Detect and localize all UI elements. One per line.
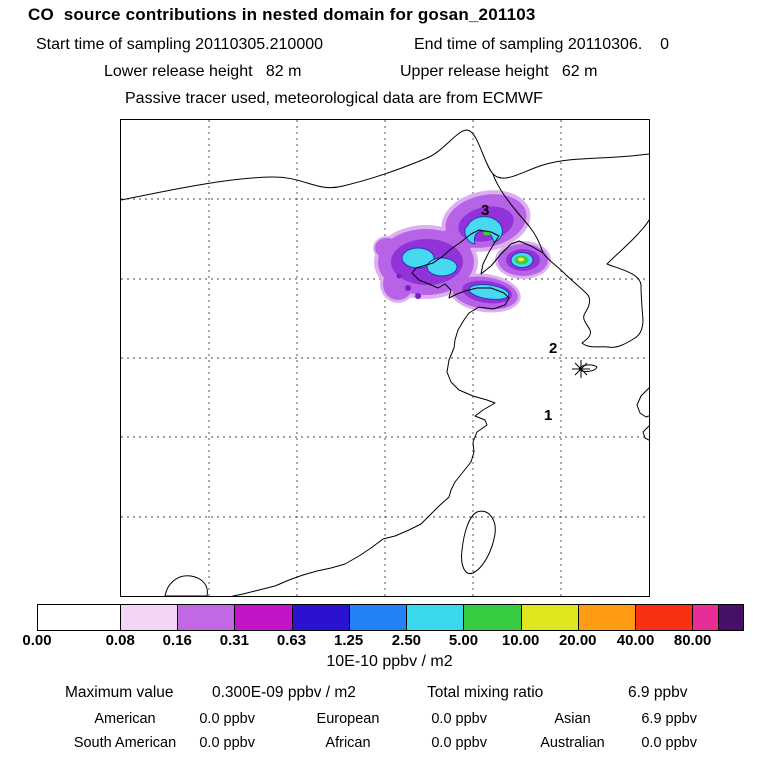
- colorbar-segment: [119, 605, 178, 630]
- region-value-european: 0.0 ppbv: [431, 711, 487, 727]
- colorbar-segment: [577, 605, 636, 630]
- region-value-south-american: 0.0 ppbv: [199, 735, 255, 751]
- maximum-value: 0.300E-09 ppbv / m2: [212, 684, 356, 701]
- total-mixing-ratio-value: 6.9 ppbv: [628, 684, 688, 701]
- region-label-australian: Australian: [540, 735, 605, 751]
- colorbar-segment: [177, 605, 235, 630]
- colorbar-segment: [38, 605, 120, 630]
- colorbar: [37, 604, 744, 631]
- colorbar-tick-label: 2.50: [391, 632, 422, 649]
- colorbar-segment: [692, 605, 718, 630]
- receptor-labels: 3 2 1: [481, 202, 557, 424]
- colorbar-units-label: 10E-10 ppbv / m2: [326, 653, 453, 670]
- colorbar-segment: [635, 605, 693, 630]
- map-gridlines: [121, 120, 649, 596]
- colorbar-tick-label: 0.63: [276, 632, 307, 649]
- maximum-value-label: Maximum value: [65, 684, 174, 701]
- lower-release-height-text: Lower release height 82 m: [104, 63, 302, 80]
- colorbar-tick-label: 0.16: [162, 632, 192, 649]
- plume-cyan: [401, 216, 534, 300]
- region-label-american: American: [94, 711, 156, 727]
- colorbar-tick-label: 40.00: [616, 632, 655, 649]
- region-value-australian: 0.0 ppbv: [641, 735, 697, 751]
- coastlines: [121, 129, 649, 596]
- colorbar-segment: [463, 605, 521, 630]
- sampling-start-text: Start time of sampling 20110305.210000: [36, 36, 324, 53]
- total-mixing-ratio-label: Total mixing ratio: [427, 684, 544, 701]
- colorbar-segment: [717, 605, 743, 630]
- receptor-label-2: 2: [549, 340, 557, 357]
- colorbar-tick-label: 0.08: [105, 632, 135, 649]
- north-border-line: [121, 129, 649, 201]
- colorbar-tick-label: 5.00: [448, 632, 479, 649]
- colorbar-tick-label: 0.00: [22, 632, 52, 649]
- region-value-african: 0.0 ppbv: [431, 735, 487, 751]
- colorbar-tick-label: 0.31: [219, 632, 249, 649]
- taiwan-island: [461, 510, 496, 575]
- china-coastline: [232, 229, 544, 596]
- region-label-asian: Asian: [554, 711, 591, 727]
- region-label-european: European: [316, 711, 380, 727]
- sampling-end-text: End time of sampling 20110306. 0: [414, 36, 669, 53]
- colorbar-segment: [291, 605, 349, 630]
- border-branch-line: [492, 173, 544, 254]
- colorbar-tick-label: 10.00: [501, 632, 540, 649]
- korea-coastline: [542, 219, 649, 348]
- kyushu-fragment-1: [636, 387, 649, 418]
- region-value-american: 0.0 ppbv: [199, 711, 255, 727]
- colorbar-ticks: 0.00 0.08 0.16 0.31 0.63 1.25 2.50 5.00 10.00 20.…: [22, 632, 742, 650]
- station-asterisk-icon: [572, 360, 590, 378]
- tracer-note-text: Passive tracer used, meteorological data…: [125, 90, 543, 107]
- colorbar-tick-label: 80.00: [673, 632, 712, 649]
- region-label-south-american: South American: [73, 735, 177, 751]
- hainan-island: [164, 575, 208, 596]
- colorbar-segment: [520, 605, 578, 630]
- receptor-label-3: 3: [481, 202, 489, 219]
- region-label-african: African: [325, 735, 371, 751]
- figure-title: CO source contributions in nested domain…: [28, 5, 536, 24]
- colorbar-tick-label: 20.00: [558, 632, 597, 649]
- plume-layer: [373, 190, 551, 313]
- kyushu-fragment-2: [642, 425, 649, 441]
- colorbar-tick-label: 1.25: [334, 632, 364, 649]
- upper-release-height-text: Upper release height 62 m: [400, 63, 598, 80]
- colorbar-segment: [406, 605, 464, 630]
- receptor-label-1: 1: [544, 407, 552, 424]
- map-panel: 3 2 1: [120, 119, 650, 597]
- colorbar-segment: [234, 605, 292, 630]
- colorbar-segment: [348, 605, 407, 630]
- map-canvas: 3 2 1: [121, 120, 649, 596]
- region-value-asian: 6.9 ppbv: [641, 711, 697, 727]
